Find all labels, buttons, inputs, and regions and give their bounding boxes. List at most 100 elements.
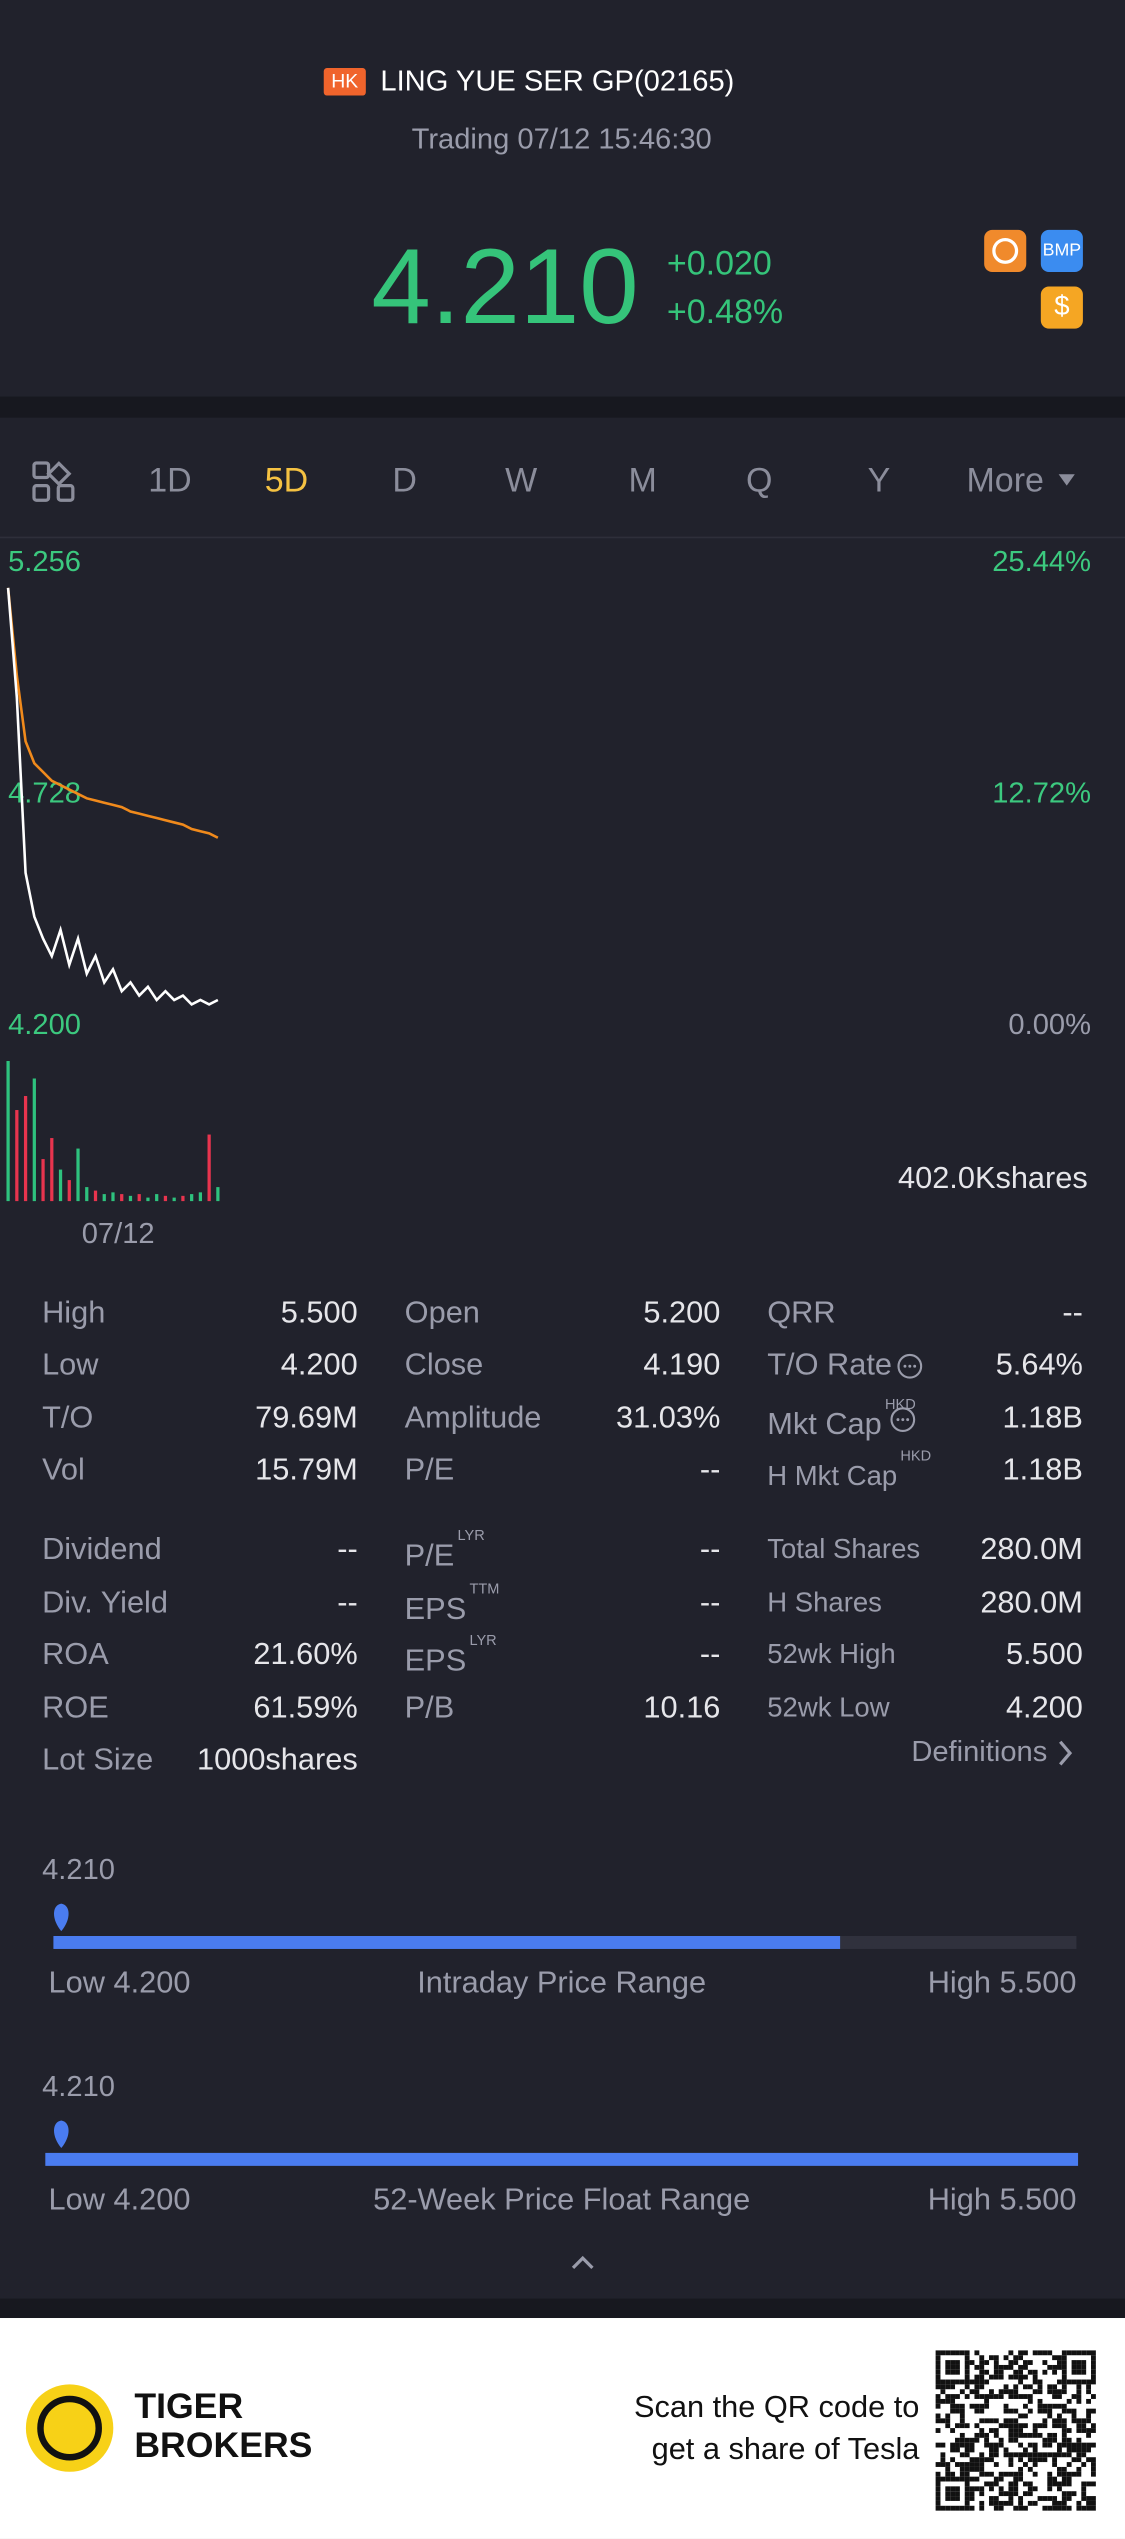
qr-module: [1003, 2423, 1009, 2429]
stat-value: 5.64%: [996, 1346, 1083, 1381]
volume-bar: [163, 1195, 168, 1202]
qr-module: [1057, 2413, 1062, 2419]
qr-module: [1071, 2418, 1077, 2424]
qr-module: [1061, 2466, 1067, 2472]
info-icon[interactable]: [897, 1353, 923, 1379]
stat-label: H Mkt Cap: [767, 1460, 897, 1491]
qr-module: [1008, 2486, 1014, 2492]
period-tab[interactable]: Y: [868, 461, 891, 499]
qr-module: [1032, 2486, 1038, 2492]
qr-module: [959, 2389, 965, 2395]
volume-bar: [67, 1180, 71, 1202]
qr-module: [1042, 2403, 1048, 2409]
qr-module: [1076, 2500, 1082, 2506]
qr-module: [969, 2476, 975, 2482]
qr-module: [955, 2394, 960, 2399]
qr-module: [1052, 2394, 1058, 2399]
cta-line: Scan the QR code to: [634, 2389, 919, 2424]
qr-module: [1057, 2364, 1062, 2370]
qr-module: [993, 2496, 999, 2501]
qr-module: [1032, 2457, 1038, 2463]
qr-module: [1018, 2369, 1024, 2375]
qr-module: [1037, 2432, 1043, 2438]
separator: [0, 396, 1125, 418]
period-tab[interactable]: 1D: [148, 461, 191, 499]
period-tab[interactable]: D: [392, 461, 417, 499]
grid-icon[interactable]: [32, 461, 75, 502]
qr-module: [974, 2350, 980, 2356]
qr-module: [935, 2491, 941, 2497]
qr-module: [950, 2398, 956, 2404]
qr-module: [964, 2481, 970, 2487]
qr-module: [1003, 2389, 1009, 2395]
qr-module: [1052, 2403, 1058, 2409]
qr-module: [998, 2374, 1004, 2380]
qr-module: [935, 2476, 941, 2482]
qr-module: [1037, 2384, 1043, 2390]
qr-module: [1047, 2408, 1053, 2414]
qr-module: [998, 2491, 1004, 2497]
qr-module: [1047, 2364, 1053, 2370]
qr-module: [1091, 2360, 1096, 2365]
qr-module: [1091, 2500, 1096, 2506]
icon-bmp[interactable]: [1040, 229, 1083, 272]
qr-module: [979, 2418, 985, 2424]
qr-module: [935, 2369, 941, 2375]
volume-bar: [102, 1194, 106, 1202]
stat-label: Close: [405, 1346, 484, 1381]
qr-module: [1071, 2369, 1077, 2375]
period-tab[interactable]: W: [505, 461, 537, 499]
qr-module: [959, 2379, 965, 2385]
qr-module: [1061, 2500, 1067, 2506]
qr-module: [1091, 2364, 1096, 2370]
collapse-chevron[interactable]: [571, 2255, 594, 2269]
period-tab[interactable]: 5D: [265, 461, 308, 499]
icon-orange[interactable]: [984, 229, 1027, 272]
qr-module: [1071, 2471, 1077, 2477]
qr-module: [1018, 2466, 1024, 2472]
info-icon[interactable]: [890, 1407, 916, 1433]
qr-module: [1008, 2437, 1014, 2443]
qr-module: [1071, 2457, 1077, 2463]
stat-value: --: [1062, 1295, 1082, 1330]
volume-bar: [190, 1194, 194, 1202]
qr-module: [1008, 2389, 1014, 2395]
qr-module: [1013, 2452, 1019, 2458]
qr-module: [1032, 2428, 1038, 2433]
qr-module: [935, 2486, 941, 2492]
qr-module: [1086, 2432, 1092, 2438]
qr-module: [1032, 2452, 1038, 2458]
qr-module: [959, 2408, 965, 2414]
qr-module: [1032, 2462, 1038, 2467]
qr-module: [1013, 2471, 1019, 2477]
qr-module: [1066, 2505, 1072, 2511]
period-tab[interactable]: More: [966, 461, 1043, 499]
period-tab[interactable]: Q: [746, 461, 772, 499]
qr-module: [935, 2398, 941, 2404]
qr-module: [969, 2466, 975, 2472]
qr-module: [1076, 2379, 1082, 2385]
qr-module: [969, 2360, 975, 2365]
period-tab[interactable]: M: [628, 461, 656, 499]
qr-module: [989, 2486, 994, 2492]
qr-module: [1086, 2500, 1092, 2506]
qr-module: [1013, 2389, 1019, 2395]
icon-dollar[interactable]: [1040, 286, 1083, 329]
qr-module: [1032, 2471, 1038, 2477]
definitions-link[interactable]: Definitions: [911, 1736, 1047, 1768]
qr-module: [1091, 2350, 1096, 2356]
qr-module: [1061, 2505, 1067, 2511]
qr-module: [1023, 2413, 1028, 2419]
qr-module: [998, 2486, 1004, 2492]
qr-module: [1061, 2442, 1067, 2448]
qr-module: [1037, 2389, 1043, 2395]
stat-value: 79.69M: [255, 1400, 358, 1435]
qr-module: [989, 2496, 994, 2501]
stat-label: EPS: [405, 1643, 467, 1678]
qr-module: [955, 2369, 960, 2375]
qr-module: [1057, 2389, 1062, 2395]
qr-module: [1018, 2413, 1024, 2419]
y-tick-label: 4.728: [8, 778, 81, 810]
qr-module: [945, 2369, 951, 2375]
qr-module: [993, 2481, 999, 2487]
